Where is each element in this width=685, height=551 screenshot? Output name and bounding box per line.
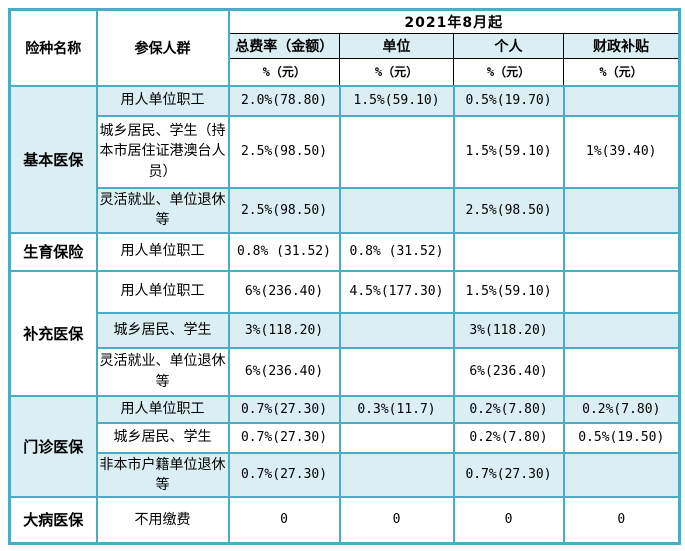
rate-cell xyxy=(338,346,455,397)
rate-cell: 2.5%(98.50) xyxy=(452,186,565,234)
rate-cell xyxy=(562,269,681,314)
participant-group-cell: 非本市户籍单位退休等 xyxy=(95,451,230,499)
rate-cell xyxy=(338,311,455,349)
rate-cell: 6%(236.40) xyxy=(227,269,341,314)
rate-cell: 6%(236.40) xyxy=(227,346,341,397)
column-header-personal: 个人 xyxy=(453,33,564,59)
rate-cell: 3%(118.20) xyxy=(452,311,565,349)
unit-header: %（元） xyxy=(562,58,681,87)
rate-cell xyxy=(338,114,455,189)
period-header: 2021年8月起 xyxy=(227,8,681,34)
section-name-cell: 基本医保 xyxy=(8,84,98,234)
participant-group-header: 参保人群 xyxy=(95,8,230,87)
rate-cell: 4.5%(177.30) xyxy=(338,269,455,314)
column-header-subsidy: 财政补贴 xyxy=(562,33,681,59)
participant-group-cell: 不用缴费 xyxy=(95,496,230,545)
rate-cell: 0.7%(27.30) xyxy=(227,451,341,499)
participant-group-cell: 用人单位职工 xyxy=(95,394,230,424)
rate-cell xyxy=(452,231,565,272)
participant-group-cell: 用人单位职工 xyxy=(95,269,230,314)
rate-cell: 0.8% (31.52) xyxy=(338,231,455,272)
participant-group-cell: 灵活就业、单位退休等 xyxy=(95,186,230,234)
rate-cell: 0.5%(19.50) xyxy=(562,421,681,454)
unit-header: %（元） xyxy=(228,58,340,87)
rate-cell: 1.5%(59.10) xyxy=(338,84,455,117)
rate-cell: 0.2%(7.80) xyxy=(452,394,565,424)
rate-cell xyxy=(562,346,681,397)
rate-cell xyxy=(562,84,681,117)
participant-group-cell: 用人单位职工 xyxy=(95,84,230,117)
rate-cell: 0.2%(7.80) xyxy=(562,394,681,424)
section-name-cell: 生育保险 xyxy=(8,231,98,272)
rate-cell xyxy=(338,186,455,234)
rate-cell xyxy=(562,186,681,234)
rate-cell: 0 xyxy=(227,496,341,545)
section-name-cell: 大病医保 xyxy=(8,496,98,545)
section-name-cell: 门诊医保 xyxy=(8,394,98,499)
insurance-rate-table: 险种名称 参保人群 2021年8月起 总费率（金额） 单位 个人 财政补贴 %（… xyxy=(8,8,682,545)
participant-group-cell: 城乡居民、学生（持本市居住证港澳台人员） xyxy=(95,114,230,189)
rate-cell: 0.7%(27.30) xyxy=(452,451,565,499)
insurance-type-header: 险种名称 xyxy=(8,8,98,87)
unit-header: %（元） xyxy=(453,58,564,87)
rate-cell: 0 xyxy=(338,496,455,545)
rate-cell: 1.5%(59.10) xyxy=(452,269,565,314)
rate-cell: 0 xyxy=(562,496,681,545)
rate-cell: 1%(39.40) xyxy=(562,114,681,189)
rate-cell: 2.5%(98.50) xyxy=(227,186,341,234)
section-name-cell: 补充医保 xyxy=(8,269,98,397)
rate-cell: 0.7%(27.30) xyxy=(227,394,341,424)
rate-cell xyxy=(562,231,681,272)
participant-group-cell: 城乡居民、学生 xyxy=(95,421,230,454)
rate-cell: 0 xyxy=(452,496,565,545)
rate-cell: 6%(236.40) xyxy=(452,346,565,397)
rate-cell: 0.2%(7.80) xyxy=(452,421,565,454)
participant-group-cell: 用人单位职工 xyxy=(95,231,230,272)
rate-cell xyxy=(338,451,455,499)
rate-cell xyxy=(562,451,681,499)
rate-cell: 0.7%(27.30) xyxy=(227,421,341,454)
column-header-employer: 单位 xyxy=(339,33,454,59)
rate-cell: 2.5%(98.50) xyxy=(227,114,341,189)
rate-cell xyxy=(338,421,455,454)
participant-group-cell: 城乡居民、学生 xyxy=(95,311,230,349)
unit-header: %（元） xyxy=(339,58,454,87)
rate-cell xyxy=(562,311,681,349)
rate-cell: 1.5%(59.10) xyxy=(452,114,565,189)
rate-cell: 0.8% (31.52) xyxy=(227,231,341,272)
rate-cell: 2.0%(78.80) xyxy=(227,84,341,117)
rate-cell: 0.5%(19.70) xyxy=(452,84,565,117)
column-header-total: 总费率（金额） xyxy=(228,33,340,59)
participant-group-cell: 灵活就业、单位退休等 xyxy=(95,346,230,397)
rate-cell: 0.3%(11.7) xyxy=(338,394,455,424)
rate-cell: 3%(118.20) xyxy=(227,311,341,349)
